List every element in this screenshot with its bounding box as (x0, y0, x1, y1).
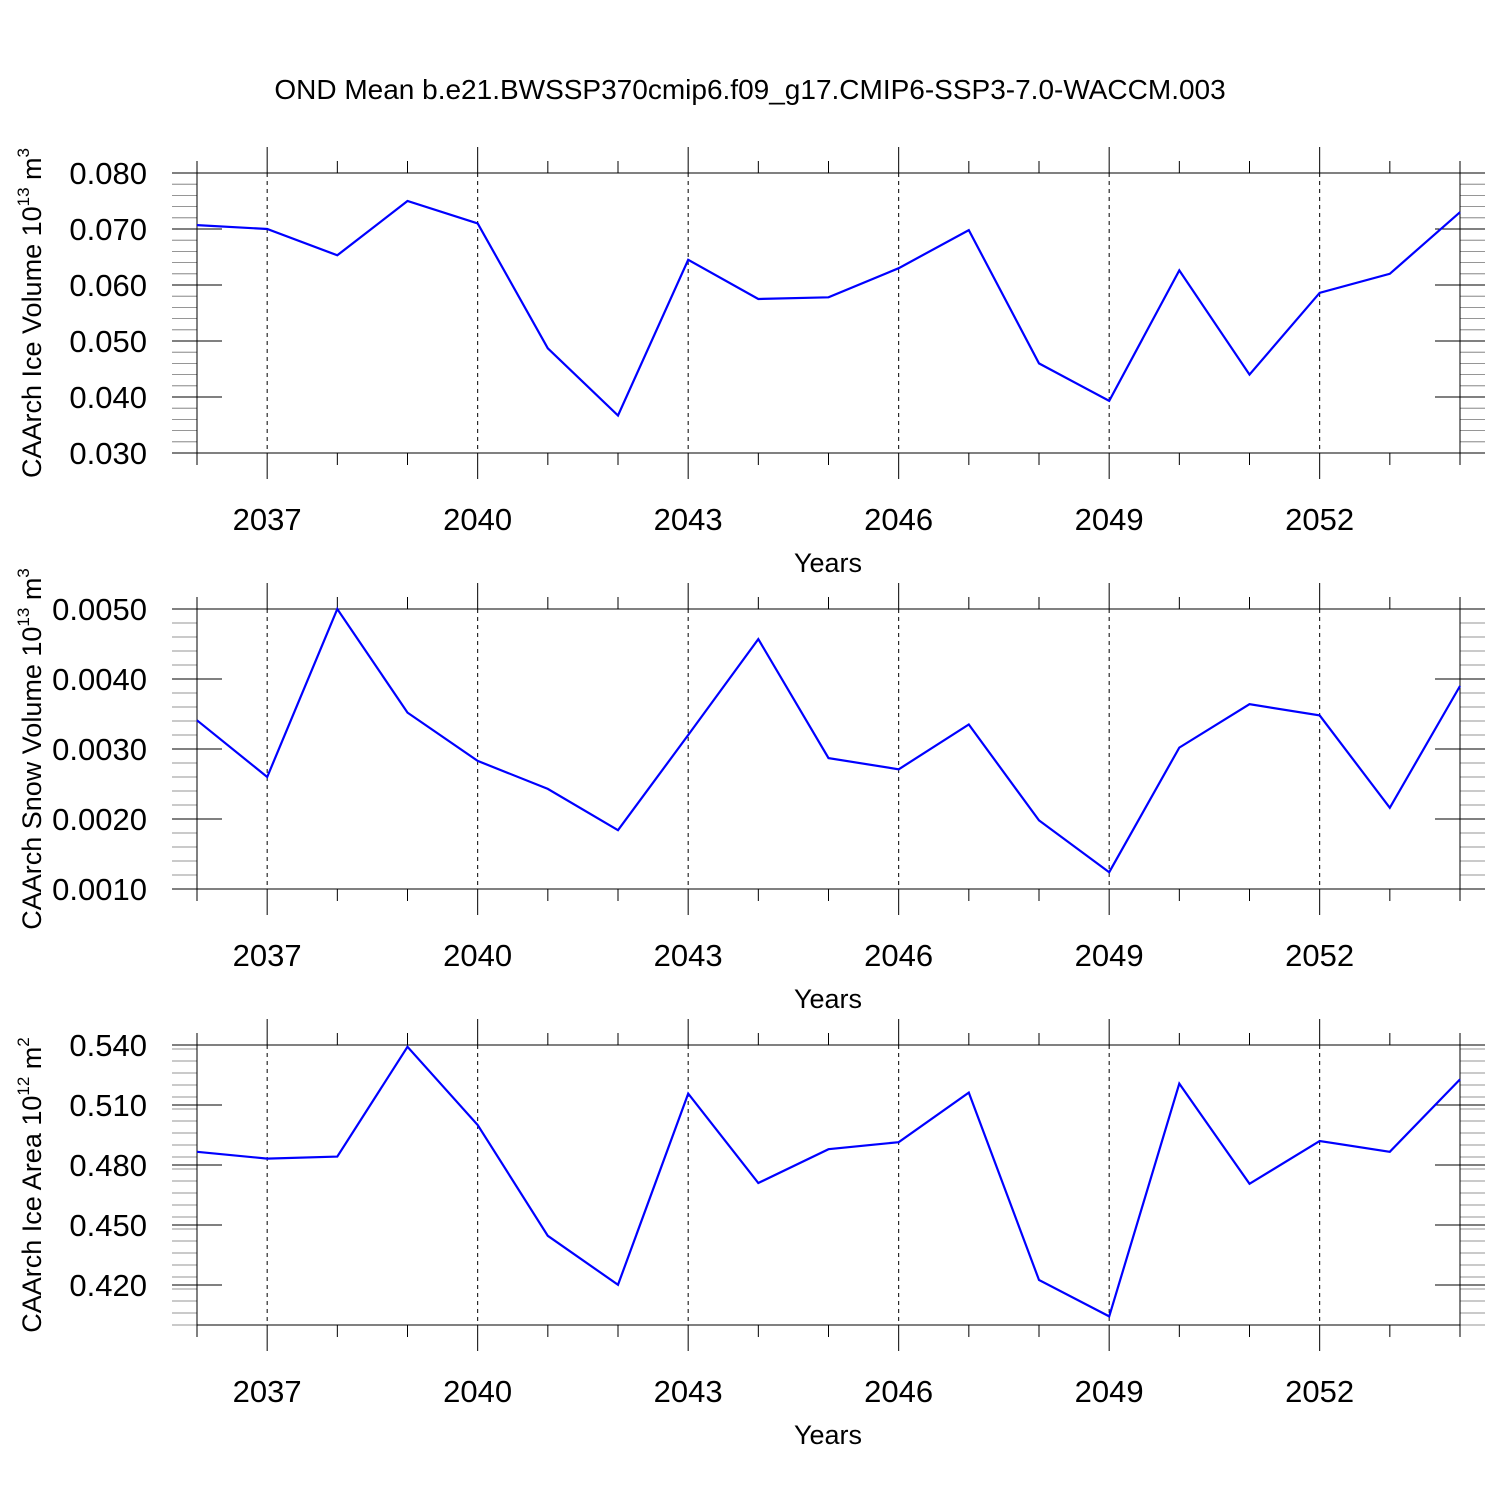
y-tick-label: 0.0020 (52, 802, 147, 837)
y-tick-label: 0.450 (69, 1208, 147, 1243)
y-axis-label-part: CAArch Ice Volume 10 (17, 206, 47, 478)
x-tick-label: 2040 (443, 938, 512, 973)
y-tick-label: 0.060 (69, 268, 147, 303)
y-tick-label: 0.050 (69, 324, 147, 359)
x-tick-label: 2046 (864, 938, 933, 973)
x-tick-label: 2049 (1075, 1374, 1144, 1409)
y-axis-label-part: m (17, 578, 47, 608)
series-line (196, 199, 1461, 418)
y-tick-label: 0.510 (69, 1088, 147, 1123)
y-tick-label: 0.0050 (52, 592, 147, 627)
x-axis-label: Years (794, 548, 862, 578)
x-tick-label: 2052 (1285, 1374, 1354, 1409)
x-tick-label: 2043 (654, 938, 723, 973)
x-tick-label: 2052 (1285, 502, 1354, 537)
chart-title: OND Mean b.e21.BWSSP370cmip6.f09_g17.CMI… (274, 74, 1225, 105)
y-axis-label-part: 2 (14, 1037, 33, 1046)
y-axis-label-part: 3 (14, 568, 33, 577)
x-axis-label: Years (794, 1420, 862, 1450)
x-tick-label: 2040 (443, 1374, 512, 1409)
plot-frame (196, 1044, 1461, 1326)
y-tick-label: 0.420 (69, 1268, 147, 1303)
x-tick-label: 2040 (443, 502, 512, 537)
panel-3: 0.420 0.450 0.480 0.510 0.540 2037 2040 2043 204… (14, 1019, 1485, 1450)
y-tick-label: 0.080 (69, 156, 147, 191)
y-tick-label: 0.030 (69, 436, 147, 471)
plot-frame (196, 608, 1461, 890)
y-tick-label: 0.0030 (52, 732, 147, 767)
y-tick-label: 0.480 (69, 1148, 147, 1183)
y-tick-label: 0.0040 (52, 662, 147, 697)
y-axis-label-part: 12 (14, 1077, 33, 1096)
y-axis-label-part: 3 (14, 148, 33, 157)
y-tick-label: 0.070 (69, 212, 147, 247)
y-axis-label: CAArch Ice Area 1012 m2 (14, 1037, 47, 1333)
panel-1: 0.030 0.040 0.050 0.060 0.070 0.080 2037 2040 20… (14, 147, 1485, 578)
x-tick-label: 2043 (654, 1374, 723, 1409)
x-tick-label: 2043 (654, 502, 723, 537)
y-axis-label-part: m (17, 1047, 47, 1077)
plot-frame (196, 172, 1461, 454)
x-tick-label: 2049 (1075, 502, 1144, 537)
y-axis-label: CAArch Snow Volume 1013 m3 (14, 568, 47, 930)
x-tick-label: 2046 (864, 502, 933, 537)
x-tick-label: 2046 (864, 1374, 933, 1409)
x-tick-label: 2037 (233, 1374, 302, 1409)
y-tick-label: 0.0010 (52, 872, 147, 907)
y-axis-label-part: CAArch Ice Area 10 (17, 1096, 47, 1333)
y-axis-label-part: 13 (14, 608, 33, 627)
series-line (196, 606, 1461, 874)
x-tick-label: 2052 (1285, 938, 1354, 973)
x-tick-label: 2037 (233, 938, 302, 973)
x-axis-label: Years (794, 984, 862, 1014)
y-axis-label-part: CAArch Snow Volume 10 (17, 627, 47, 930)
y-tick-label: 0.540 (69, 1028, 147, 1063)
x-tick-label: 2037 (233, 502, 302, 537)
y-axis-label-part: m (17, 157, 47, 187)
y-tick-label: 0.040 (69, 380, 147, 415)
y-axis-label: CAArch Ice Volume 1013 m3 (14, 148, 47, 478)
panel-2: 0.0010 0.0020 0.0030 0.0040 0.0050 2037 2040 20… (14, 568, 1485, 1014)
y-axis-label-part: 13 (14, 187, 33, 206)
x-tick-label: 2049 (1075, 938, 1144, 973)
series-line (196, 1044, 1461, 1318)
